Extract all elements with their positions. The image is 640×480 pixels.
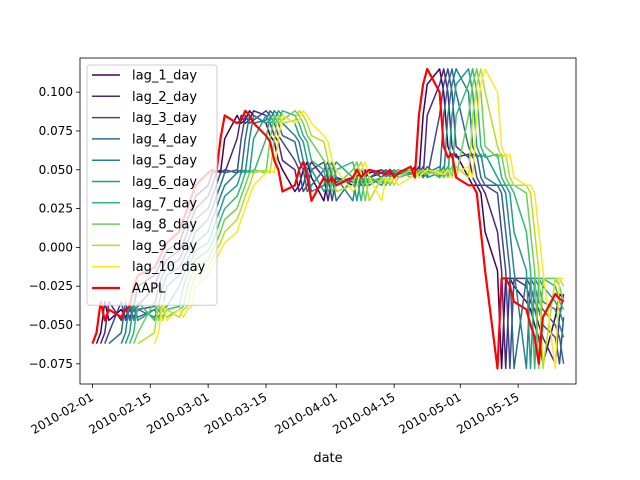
y-tick-label: −0.025 (29, 279, 73, 293)
y-tick-label: 0.075 (39, 124, 73, 138)
series-line-lag-10-day (153, 68, 564, 370)
y-tick-label: 0.100 (39, 85, 73, 99)
legend-label: lag_8_day (132, 218, 197, 233)
legend-label: lag_7_day (132, 196, 197, 211)
legend-label: lag_10_day (132, 260, 206, 275)
legend-label: lag_3_day (132, 111, 197, 126)
plot-area-frame (79, 57, 577, 385)
y-tick-label: 0.050 (39, 163, 73, 177)
legend-label: lag_2_day (132, 90, 197, 105)
legend-label: lag_1_day (132, 69, 197, 84)
legend-label: lag_6_day (132, 175, 197, 190)
legend: lag_1_day lag_2_day lag_3_day lag_4_day lag_… (86, 64, 218, 306)
legend-label: lag_9_day (132, 239, 197, 254)
legend-label: AAPL (132, 282, 166, 297)
y-axis: −0.075 −0.050 −0.025 0.000 0.025 0.050 0.075 0.… (29, 85, 80, 371)
y-tick-label: −0.075 (29, 357, 73, 371)
legend-label: lag_4_day (132, 132, 197, 147)
legend-label: lag_5_day (132, 154, 197, 169)
y-tick-label: 0.000 (39, 240, 73, 254)
x-axis-label: date (313, 451, 342, 466)
y-tick-label: 0.025 (39, 202, 73, 216)
y-tick-label: −0.050 (29, 318, 73, 332)
